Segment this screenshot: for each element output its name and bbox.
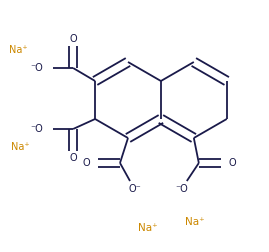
Text: Na⁺: Na⁺ (9, 45, 27, 55)
Text: O⁻: O⁻ (129, 184, 141, 194)
Text: O: O (69, 153, 77, 163)
Text: Na⁺: Na⁺ (185, 217, 205, 227)
Text: ⁻O: ⁻O (30, 63, 43, 73)
Text: O: O (69, 34, 77, 44)
Text: Na⁺: Na⁺ (138, 223, 158, 233)
Text: ⁻O: ⁻O (175, 184, 188, 194)
Text: Na⁺: Na⁺ (11, 142, 29, 152)
Text: O: O (82, 158, 90, 168)
Text: O: O (229, 158, 236, 168)
Text: ⁻O: ⁻O (30, 124, 43, 134)
